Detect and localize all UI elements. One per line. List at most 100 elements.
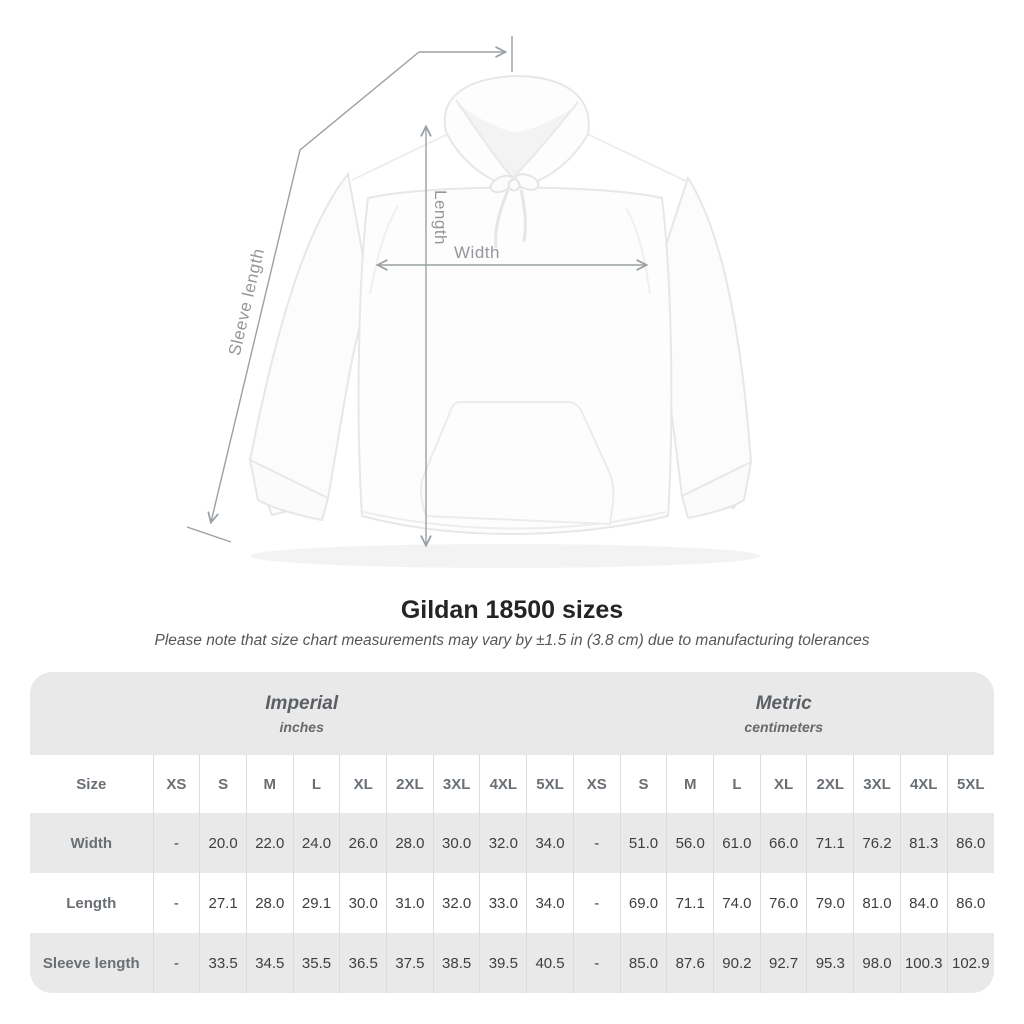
- measurement-cell: 28.0: [386, 813, 434, 873]
- measurement-cell: -: [152, 933, 200, 993]
- size-col-header: L: [292, 755, 340, 813]
- measurement-cell: 71.1: [806, 813, 854, 873]
- measurement-cell: 20.0: [199, 813, 247, 873]
- measurement-cell: 79.0: [806, 873, 854, 933]
- measurement-cell: 29.1: [292, 873, 340, 933]
- hoodie-figure: Length Width Sleeve length: [186, 36, 760, 568]
- measurement-cell: 30.0: [432, 813, 480, 873]
- size-col-header: XL: [759, 755, 807, 813]
- hoodie-hood-opening-edge-left: [455, 99, 514, 179]
- hoodie-drawstring-left: [494, 189, 510, 249]
- hoodie-shoulder-seam-left: [351, 132, 451, 181]
- measurement-cell: 36.5: [339, 933, 387, 993]
- size-col-header: 4XL: [479, 755, 527, 813]
- size-col-header: 5XL: [946, 755, 994, 813]
- measurement-cell: -: [572, 933, 621, 993]
- measurement-cell: 56.0: [666, 813, 714, 873]
- measurement-cell: 22.0: [245, 813, 294, 873]
- imperial-group-header: Imperial inches: [30, 672, 574, 755]
- size-col-header: XS: [572, 755, 621, 813]
- size-col-header: XL: [339, 755, 387, 813]
- size-col-header: M: [666, 755, 714, 813]
- hoodie-pocket: [420, 401, 615, 526]
- hoodie-hem-seam: [363, 511, 667, 530]
- hoodie-left-sleeve: [248, 171, 372, 517]
- measurement-cell: 84.0: [899, 873, 948, 933]
- sleeve-measure-cuff-tick: [186, 526, 232, 543]
- size-header-row: Size XS S M L XL 2XL 3XL 4XL 5XL XS S M L XL 2XL 3XL 4XL…: [30, 755, 994, 813]
- hoodie-illustration: [186, 36, 760, 568]
- measurement-cell: -: [572, 813, 621, 873]
- measurement-cell: 95.3: [806, 933, 854, 993]
- measurement-cell: 30.0: [339, 873, 387, 933]
- imperial-group-label: Imperial: [265, 692, 339, 714]
- measurement-cell: 34.0: [526, 813, 574, 873]
- size-col-header: 3XL: [853, 755, 901, 813]
- measurement-cell: 26.0: [339, 813, 387, 873]
- measurement-cell: 87.6: [666, 933, 714, 993]
- measurement-cell: 90.2: [713, 933, 761, 993]
- measurement-cell: 76.0: [759, 873, 807, 933]
- metric-unit-label: centimeters: [744, 718, 824, 735]
- measurement-cell: 86.0: [946, 813, 994, 873]
- measurement-cell: 34.5: [245, 933, 294, 993]
- measurement-cell: 98.0: [853, 933, 901, 993]
- measurement-row-label: Width: [30, 813, 154, 873]
- measurement-cell: 38.5: [432, 933, 480, 993]
- measurement-cell: 24.0: [292, 813, 340, 873]
- metric-group-header: Metric centimeters: [573, 672, 994, 755]
- hoodie-hood-opening: [456, 102, 578, 178]
- measurement-cell: 32.0: [479, 813, 527, 873]
- size-column-header: Size: [30, 755, 154, 813]
- measurement-cell: 66.0: [759, 813, 807, 873]
- measurement-cell: 81.3: [899, 813, 948, 873]
- sleeve-measure-diagonal: [211, 51, 420, 522]
- hoodie-shadow: [250, 544, 760, 568]
- measurement-cell: -: [152, 873, 200, 933]
- size-col-header: M: [245, 755, 294, 813]
- measurement-cell: 92.7: [759, 933, 807, 993]
- size-col-header: XS: [152, 755, 200, 813]
- measurement-cell: 32.0: [432, 873, 480, 933]
- hoodie-shoulder-seam-right: [584, 132, 689, 183]
- size-col-header: 3XL: [432, 755, 480, 813]
- hoodie-hood-opening-edge-right: [512, 101, 579, 179]
- size-table: Imperial inches Metric centimeters Size …: [30, 672, 994, 993]
- page-title: Gildan 18500 sizes: [400, 596, 624, 624]
- measurement-cell: 61.0: [713, 813, 761, 873]
- measurement-row: Sleeve length -33.5 34.5 35.5 36.5 37.5 38.5 39…: [30, 933, 994, 993]
- measurement-cell: 31.0: [386, 873, 434, 933]
- measurement-cell: 86.0: [946, 873, 994, 933]
- size-table-grid: Imperial inches Metric centimeters Size …: [30, 672, 994, 993]
- measurement-cell: 33.0: [479, 873, 527, 933]
- measurement-cell: 102.9: [946, 933, 994, 993]
- measurement-cell: 34.0: [526, 873, 574, 933]
- size-col-header: S: [199, 755, 247, 813]
- measurement-cell: 37.5: [386, 933, 434, 993]
- hoodie-left-cuff: [248, 458, 330, 522]
- measurement-cell: 27.1: [199, 873, 247, 933]
- size-col-header: 5XL: [526, 755, 574, 813]
- measurement-cell: 71.1: [666, 873, 714, 933]
- measurement-cell: 35.5: [292, 933, 340, 993]
- size-col-header: 2XL: [806, 755, 854, 813]
- measurement-cell: 69.0: [619, 873, 667, 933]
- measurement-cell: 81.0: [853, 873, 901, 933]
- hoodie-drawstring-loop-right: [514, 173, 540, 191]
- measurement-cell: -: [152, 813, 200, 873]
- size-col-header: S: [619, 755, 667, 813]
- measurement-row-label: Length: [30, 873, 154, 933]
- measurement-cell: 74.0: [713, 873, 761, 933]
- measurement-cell: 33.5: [199, 933, 247, 993]
- width-measure-label: Width: [454, 243, 500, 262]
- size-col-header: L: [713, 755, 761, 813]
- hoodie-armhole-seam-left: [369, 205, 399, 295]
- hoodie-right-cuff: [680, 460, 753, 520]
- hoodie-armhole-seam-right: [625, 207, 651, 295]
- measurement-cell: -: [572, 873, 621, 933]
- measurement-cell: 100.3: [899, 933, 948, 993]
- size-col-header: 4XL: [899, 755, 948, 813]
- measurement-cell: 51.0: [619, 813, 667, 873]
- measurement-cell: 76.2: [853, 813, 901, 873]
